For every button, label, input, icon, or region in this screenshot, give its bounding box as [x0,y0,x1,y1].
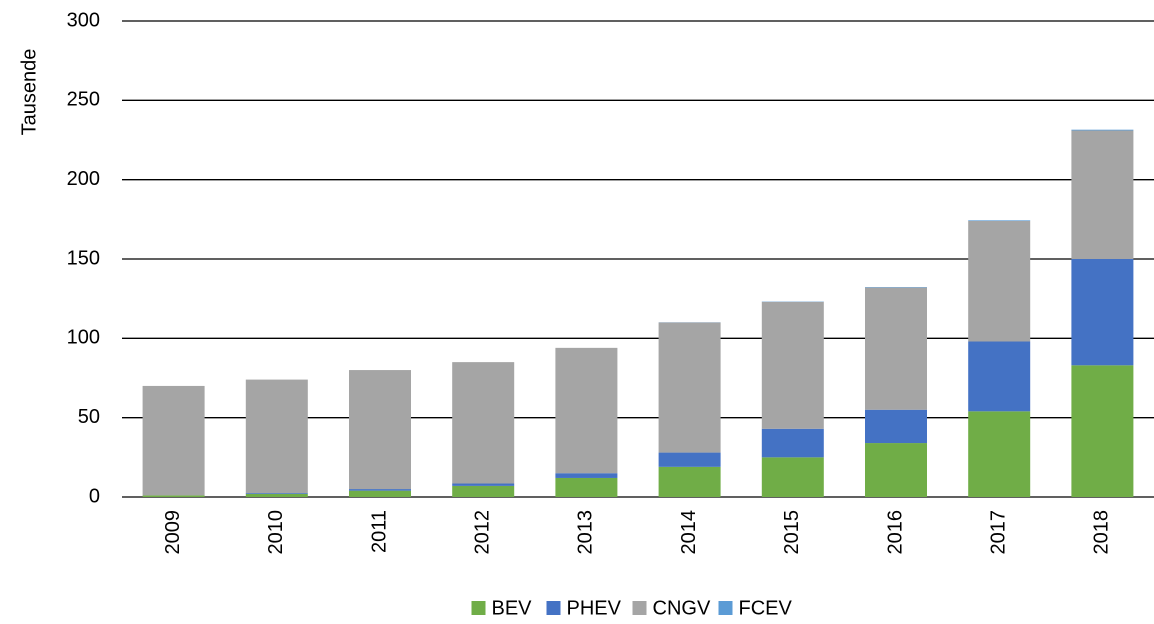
bar-segment [1071,365,1134,497]
y-tick-label: 0 [89,485,100,507]
bar-segment [865,409,927,444]
bar-segment [555,477,618,497]
y-tick-label: 300 [67,9,100,31]
y-tick-label: 150 [67,247,100,269]
x-tick-label: 2012 [471,510,493,555]
x-tick-label: 2014 [678,510,700,555]
bar-segment [555,347,618,474]
x-tick-label: 2013 [575,510,597,555]
legend-label: CNGV [653,597,711,619]
bar-segment [245,493,308,494]
legend-swatch [632,601,647,615]
bar-segment [968,341,1031,412]
x-tick-label: 2015 [781,510,803,555]
bar-segment [968,411,1031,497]
bar-segment [658,466,721,497]
legend-swatch [718,601,733,615]
x-tick-label: 2017 [987,510,1009,555]
x-tick-label: 2009 [162,510,184,555]
bar-segment [1071,259,1134,366]
bar-segment [349,489,411,491]
legend-swatch [471,601,486,615]
bar-segment [452,485,515,497]
legend-swatch [546,601,561,615]
bar-segment [968,220,1031,342]
bar-segment [761,301,824,429]
bar-segment [1071,129,1134,131]
bar-segment [968,220,1031,221]
y-tick-label: 250 [67,89,100,111]
bar-segment [555,473,618,478]
bar-segment [245,493,308,497]
legend-label: BEV [492,597,533,619]
bar-segment [452,362,515,484]
bar-segment [658,322,721,453]
x-tick-label: 2018 [1091,510,1113,555]
bar-segment [142,385,205,496]
legend-label: PHEV [567,597,622,619]
y-axis-title: Tausende [18,49,40,136]
bar-segment [245,379,308,494]
y-tick-label: 50 [78,406,100,428]
legend-label: FCEV [739,597,793,619]
x-tick-label: 2011 [368,510,390,553]
bar-segment [761,457,824,497]
bar-segment [452,483,515,486]
y-tick-label: 100 [67,327,100,349]
bar-segment [349,370,411,490]
x-tick-label: 2016 [884,510,906,555]
bar-segment [865,287,927,410]
bar-segment [1071,130,1134,259]
y-tick-label: 200 [67,168,100,190]
bar-segment [349,490,411,497]
bar-segment [658,452,721,467]
x-tick-label: 2010 [265,510,287,555]
bar-segment [761,428,824,458]
bar-segment [142,495,205,497]
bar-segment [865,443,927,497]
